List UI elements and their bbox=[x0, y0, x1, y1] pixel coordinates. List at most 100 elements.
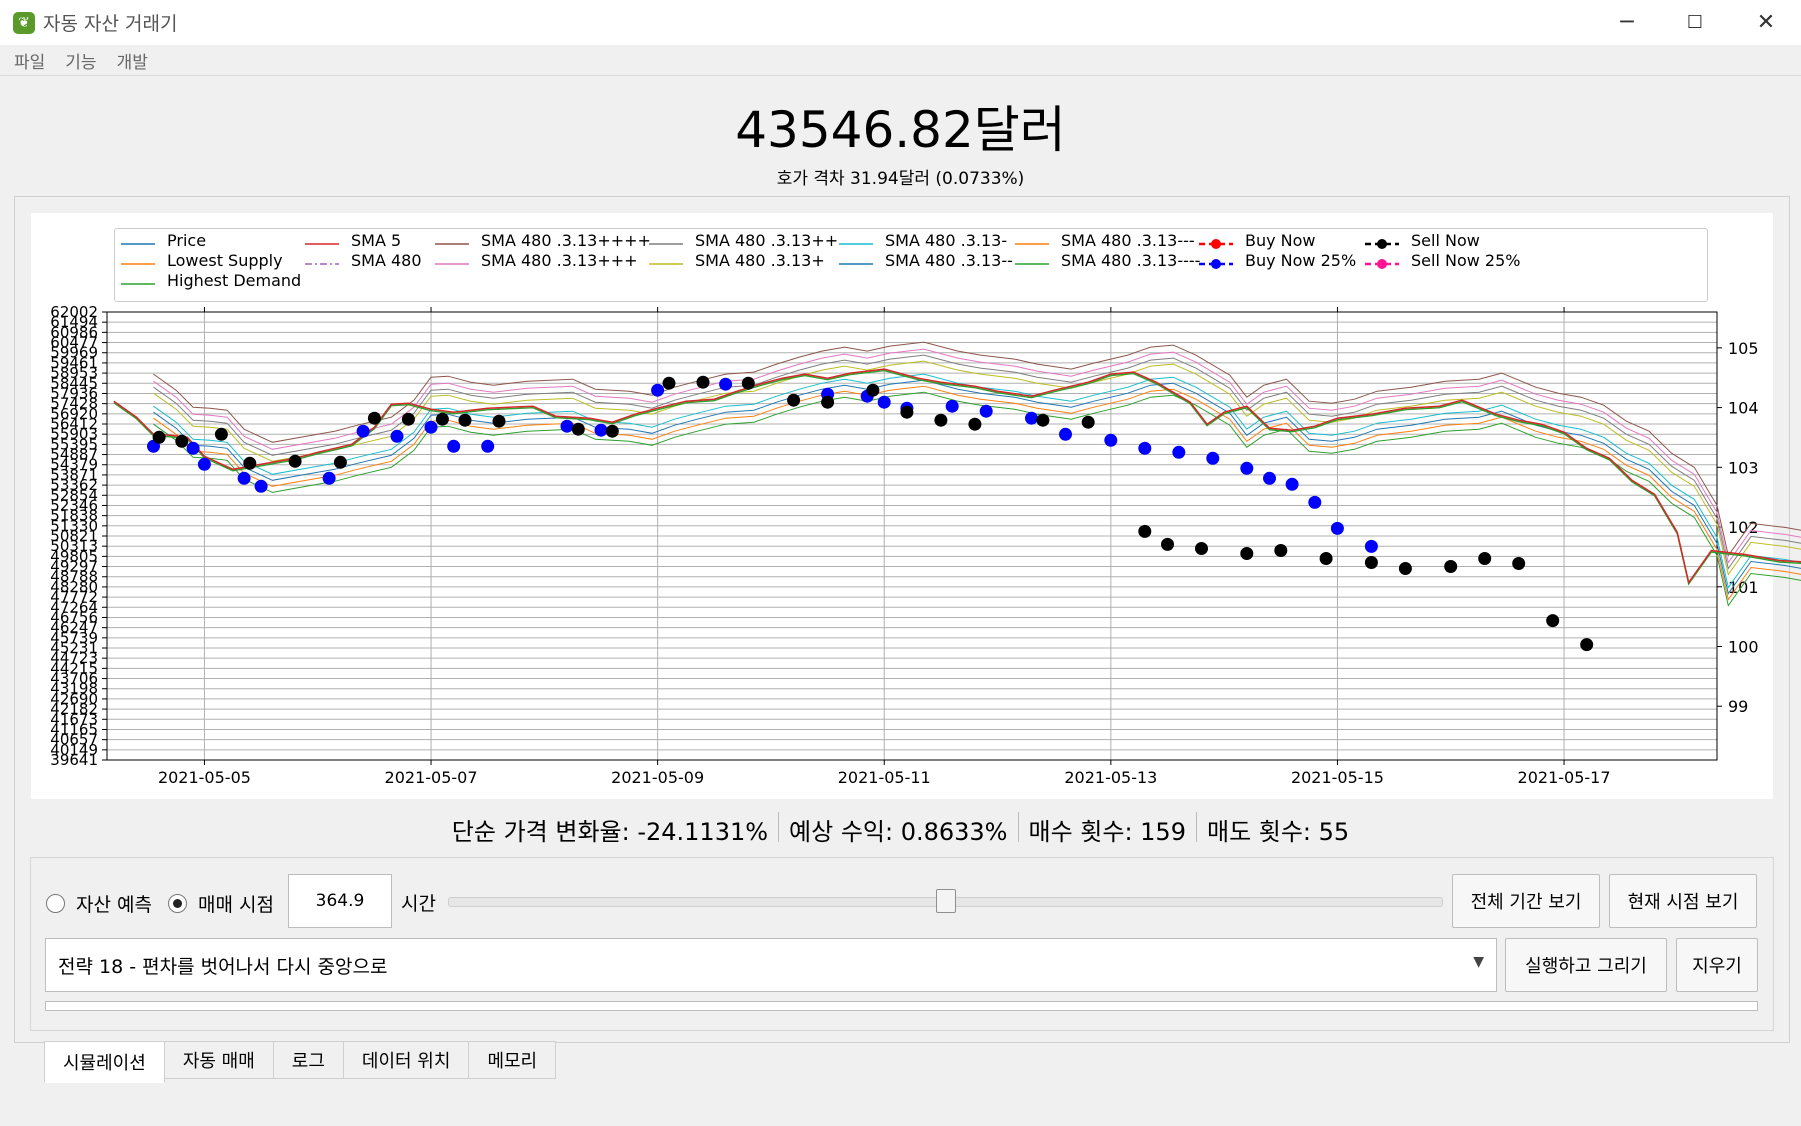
tab-log[interactable]: 로그 bbox=[272, 1041, 344, 1079]
radio-circle-checked[interactable] bbox=[168, 894, 187, 913]
legend-item: Lowest Supply bbox=[121, 251, 283, 270]
buy-now-25-marker bbox=[1206, 451, 1220, 465]
y-tick-label: 44215 bbox=[50, 659, 98, 677]
legend-item: SMA 480 .3.13- bbox=[839, 231, 1007, 250]
close-button[interactable]: ✕ bbox=[1756, 10, 1776, 35]
buy-now-25-marker bbox=[186, 441, 200, 455]
maximize-button[interactable]: ☐ bbox=[1686, 12, 1704, 33]
radio-trade-point-label: 매매 시점 bbox=[198, 894, 274, 916]
buy-now-25-marker bbox=[1172, 445, 1186, 459]
y-tick-label: 42182 bbox=[50, 700, 98, 718]
clear-button[interactable]: 지우기 bbox=[1676, 938, 1758, 992]
legend-item: Price bbox=[121, 231, 206, 250]
legend-swatch bbox=[1199, 255, 1233, 269]
sma-band-line bbox=[153, 373, 1801, 589]
y-tick-label: 57936 bbox=[50, 384, 98, 402]
menu-file[interactable]: 파일 bbox=[14, 52, 46, 73]
chevron-down-icon[interactable]: ▼ bbox=[1473, 954, 1484, 970]
legend-swatch bbox=[839, 255, 873, 267]
y-tick-label: 50821 bbox=[50, 527, 98, 545]
sma-band-line bbox=[153, 354, 1801, 570]
y-tick-label: 54887 bbox=[50, 446, 98, 464]
chart-legend: Price Lowest Supply Highest Demand SMA 5 SMA… bbox=[114, 228, 1708, 302]
y-tick-label: 56412 bbox=[50, 415, 98, 433]
sell-now-marker bbox=[243, 456, 257, 470]
sma-band-line bbox=[153, 379, 1801, 595]
run-draw-button[interactable]: 실행하고 그리기 bbox=[1505, 938, 1667, 992]
buy-now-25-marker bbox=[1308, 495, 1322, 509]
radio-trade-point[interactable]: 매매 시점 bbox=[168, 890, 274, 917]
sell-now-marker bbox=[1364, 556, 1378, 569]
legend-swatch bbox=[121, 235, 155, 247]
y-tick-label: 41165 bbox=[50, 720, 98, 738]
current-view-button[interactable]: 현재 시점 보기 bbox=[1609, 874, 1757, 928]
sell-now-marker bbox=[1081, 415, 1095, 429]
legend-item: Buy Now bbox=[1199, 231, 1316, 250]
y-tick-label: 47264 bbox=[50, 598, 98, 616]
legend-label: SMA 480 .3.13-- bbox=[885, 251, 1013, 270]
tab-auto-trade[interactable]: 자동 매매 bbox=[163, 1041, 274, 1079]
buy-now-25-marker bbox=[237, 471, 251, 485]
radio-asset-predict[interactable]: 자산 예측 bbox=[46, 890, 152, 917]
y-tick-label: 45739 bbox=[50, 629, 98, 647]
y-tick-label: 48280 bbox=[50, 578, 98, 596]
x-tick-label: 2021-05-11 bbox=[838, 768, 931, 787]
buy-now-25-marker bbox=[651, 383, 665, 397]
y-tick-label: 60986 bbox=[50, 323, 98, 341]
time-input[interactable]: 364.9 bbox=[288, 874, 392, 928]
sell-now-marker bbox=[787, 393, 801, 407]
menu-function[interactable]: 기능 bbox=[65, 52, 97, 73]
progress-bar bbox=[45, 1001, 1758, 1011]
legend-swatch bbox=[839, 235, 873, 247]
tab-simulation[interactable]: 시뮬레이션 bbox=[44, 1041, 165, 1083]
sell-now-marker bbox=[605, 424, 619, 438]
sell-now-marker bbox=[1398, 562, 1412, 575]
legend-label: Price bbox=[167, 231, 207, 250]
sell-now-marker bbox=[333, 455, 347, 469]
buy-now-25-marker bbox=[481, 439, 495, 453]
buy-now-25-marker bbox=[356, 424, 370, 438]
legend-label: SMA 480 .3.13+ bbox=[695, 251, 825, 270]
buy-now-25-marker bbox=[594, 423, 608, 437]
legend-label: Buy Now bbox=[1245, 231, 1316, 250]
sma-band-line bbox=[153, 341, 1801, 557]
legend-swatch bbox=[305, 235, 339, 247]
legend-item: SMA 5 bbox=[305, 231, 401, 250]
y-tick-label: 59461 bbox=[50, 354, 98, 372]
stats-divider bbox=[1195, 812, 1197, 842]
y-tick-label: 42690 bbox=[50, 690, 98, 708]
radio-circle[interactable] bbox=[46, 894, 65, 913]
title-bar: ❦ 자동 자산 거래기 ─ ☐ ✕ bbox=[0, 0, 1801, 45]
y-tick-label: 41673 bbox=[50, 710, 98, 728]
full-period-button[interactable]: 전체 기간 보기 bbox=[1452, 874, 1600, 928]
legend-label: SMA 480 .3.13---- bbox=[1061, 251, 1201, 270]
tab-data-location[interactable]: 데이터 위치 bbox=[342, 1041, 470, 1079]
time-slider-handle[interactable] bbox=[935, 889, 956, 913]
buy-now-25-marker bbox=[1364, 539, 1378, 553]
strategy-select[interactable]: 전략 18 - 편차를 벗어나서 다시 중앙으로 ▼ bbox=[45, 938, 1497, 992]
buy-now-25-marker bbox=[390, 429, 404, 443]
chart-canvas[interactable] bbox=[31, 213, 1773, 799]
time-label: 시간 bbox=[401, 893, 436, 915]
x-tick-label: 2021-05-09 bbox=[611, 768, 704, 787]
legend-swatch bbox=[1015, 255, 1049, 267]
legend-swatch bbox=[649, 255, 683, 267]
y-tick-label: 44723 bbox=[50, 649, 98, 667]
y-tick-label: 39641 bbox=[50, 751, 98, 769]
minimize-button[interactable]: ─ bbox=[1620, 10, 1634, 35]
sma-band-line bbox=[153, 360, 1801, 576]
y2-tick-label: 102 bbox=[1728, 518, 1759, 537]
y-tick-label: 48788 bbox=[50, 568, 98, 586]
legend-item: SMA 480 .3.13+++ bbox=[435, 251, 638, 270]
legend-label: SMA 480 .3.13++ bbox=[695, 231, 839, 250]
tab-memory[interactable]: 메모리 bbox=[468, 1041, 557, 1079]
legend-item: SMA 480 .3.13+ bbox=[649, 251, 825, 270]
menu-develop[interactable]: 개발 bbox=[116, 52, 148, 73]
buy-now-25-marker bbox=[1059, 427, 1072, 441]
buy-now-25-marker bbox=[1263, 471, 1276, 485]
legend-item: Buy Now 25% bbox=[1199, 251, 1356, 270]
legend-label: SMA 480 .3.13+++ bbox=[481, 251, 638, 270]
sell-now-marker bbox=[401, 412, 415, 426]
price-change-rate: 단순 가격 변화율: -24.1131% bbox=[451, 818, 769, 846]
y2-tick-label: 99 bbox=[1728, 697, 1748, 716]
